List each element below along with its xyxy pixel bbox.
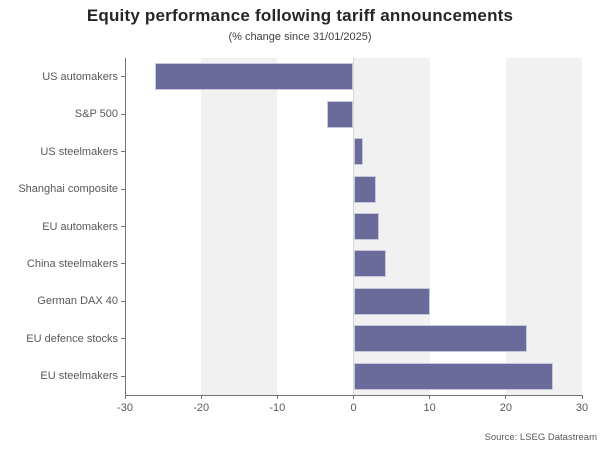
chart-title: Equity performance following tariff anno… [86,6,514,25]
y-tick [121,76,125,78]
bottom-spine [125,395,582,396]
x-tick [429,395,431,399]
y-axis-label: German DAX 40 [37,295,118,308]
bar [353,138,364,166]
bar [353,250,387,278]
y-axis-label: Shanghai composite [18,183,118,196]
y-tick [121,263,125,265]
y-axis-label: US steelmakers [40,145,118,158]
x-tick [581,395,583,399]
y-tick [121,338,125,340]
bar [326,100,354,128]
x-tick [505,395,507,399]
y-axis-label: EU steelmakers [40,370,118,383]
x-tick-label: -30 [117,402,133,414]
x-tick [200,395,202,399]
x-tick [353,395,354,399]
x-tick-label: 10 [423,402,436,414]
x-tick-label: 30 [575,402,589,414]
y-tick [121,226,125,227]
x-tick [124,395,126,399]
source-credit: Source: LSEG Datastream [484,432,597,443]
y-axis-label: EU automakers [42,220,118,233]
bar [353,213,379,240]
bar [155,63,354,91]
grid-band [201,58,278,395]
bar [353,325,528,353]
y-axis-label: EU defence stocks [26,332,118,345]
left-spine [125,58,126,396]
y-tick [121,188,125,190]
x-tick [276,395,278,399]
bar [353,362,554,390]
y-tick [121,113,125,115]
x-tick-label: 20 [499,402,512,414]
chart-subtitle: (% change since 31/01/2025) [228,31,372,43]
y-tick [121,375,125,377]
y-axis-label: China steelmakers [26,257,118,270]
y-tick [121,300,125,302]
bar [353,287,430,315]
y-axis-label: S&P 500 [74,108,118,121]
y-tick [121,151,125,153]
y-axis-label: US automakers [42,70,118,83]
x-tick-label: -20 [193,402,210,414]
x-tick-label: -10 [269,402,286,414]
bar [353,175,377,203]
x-tick-label: 0 [350,402,357,414]
